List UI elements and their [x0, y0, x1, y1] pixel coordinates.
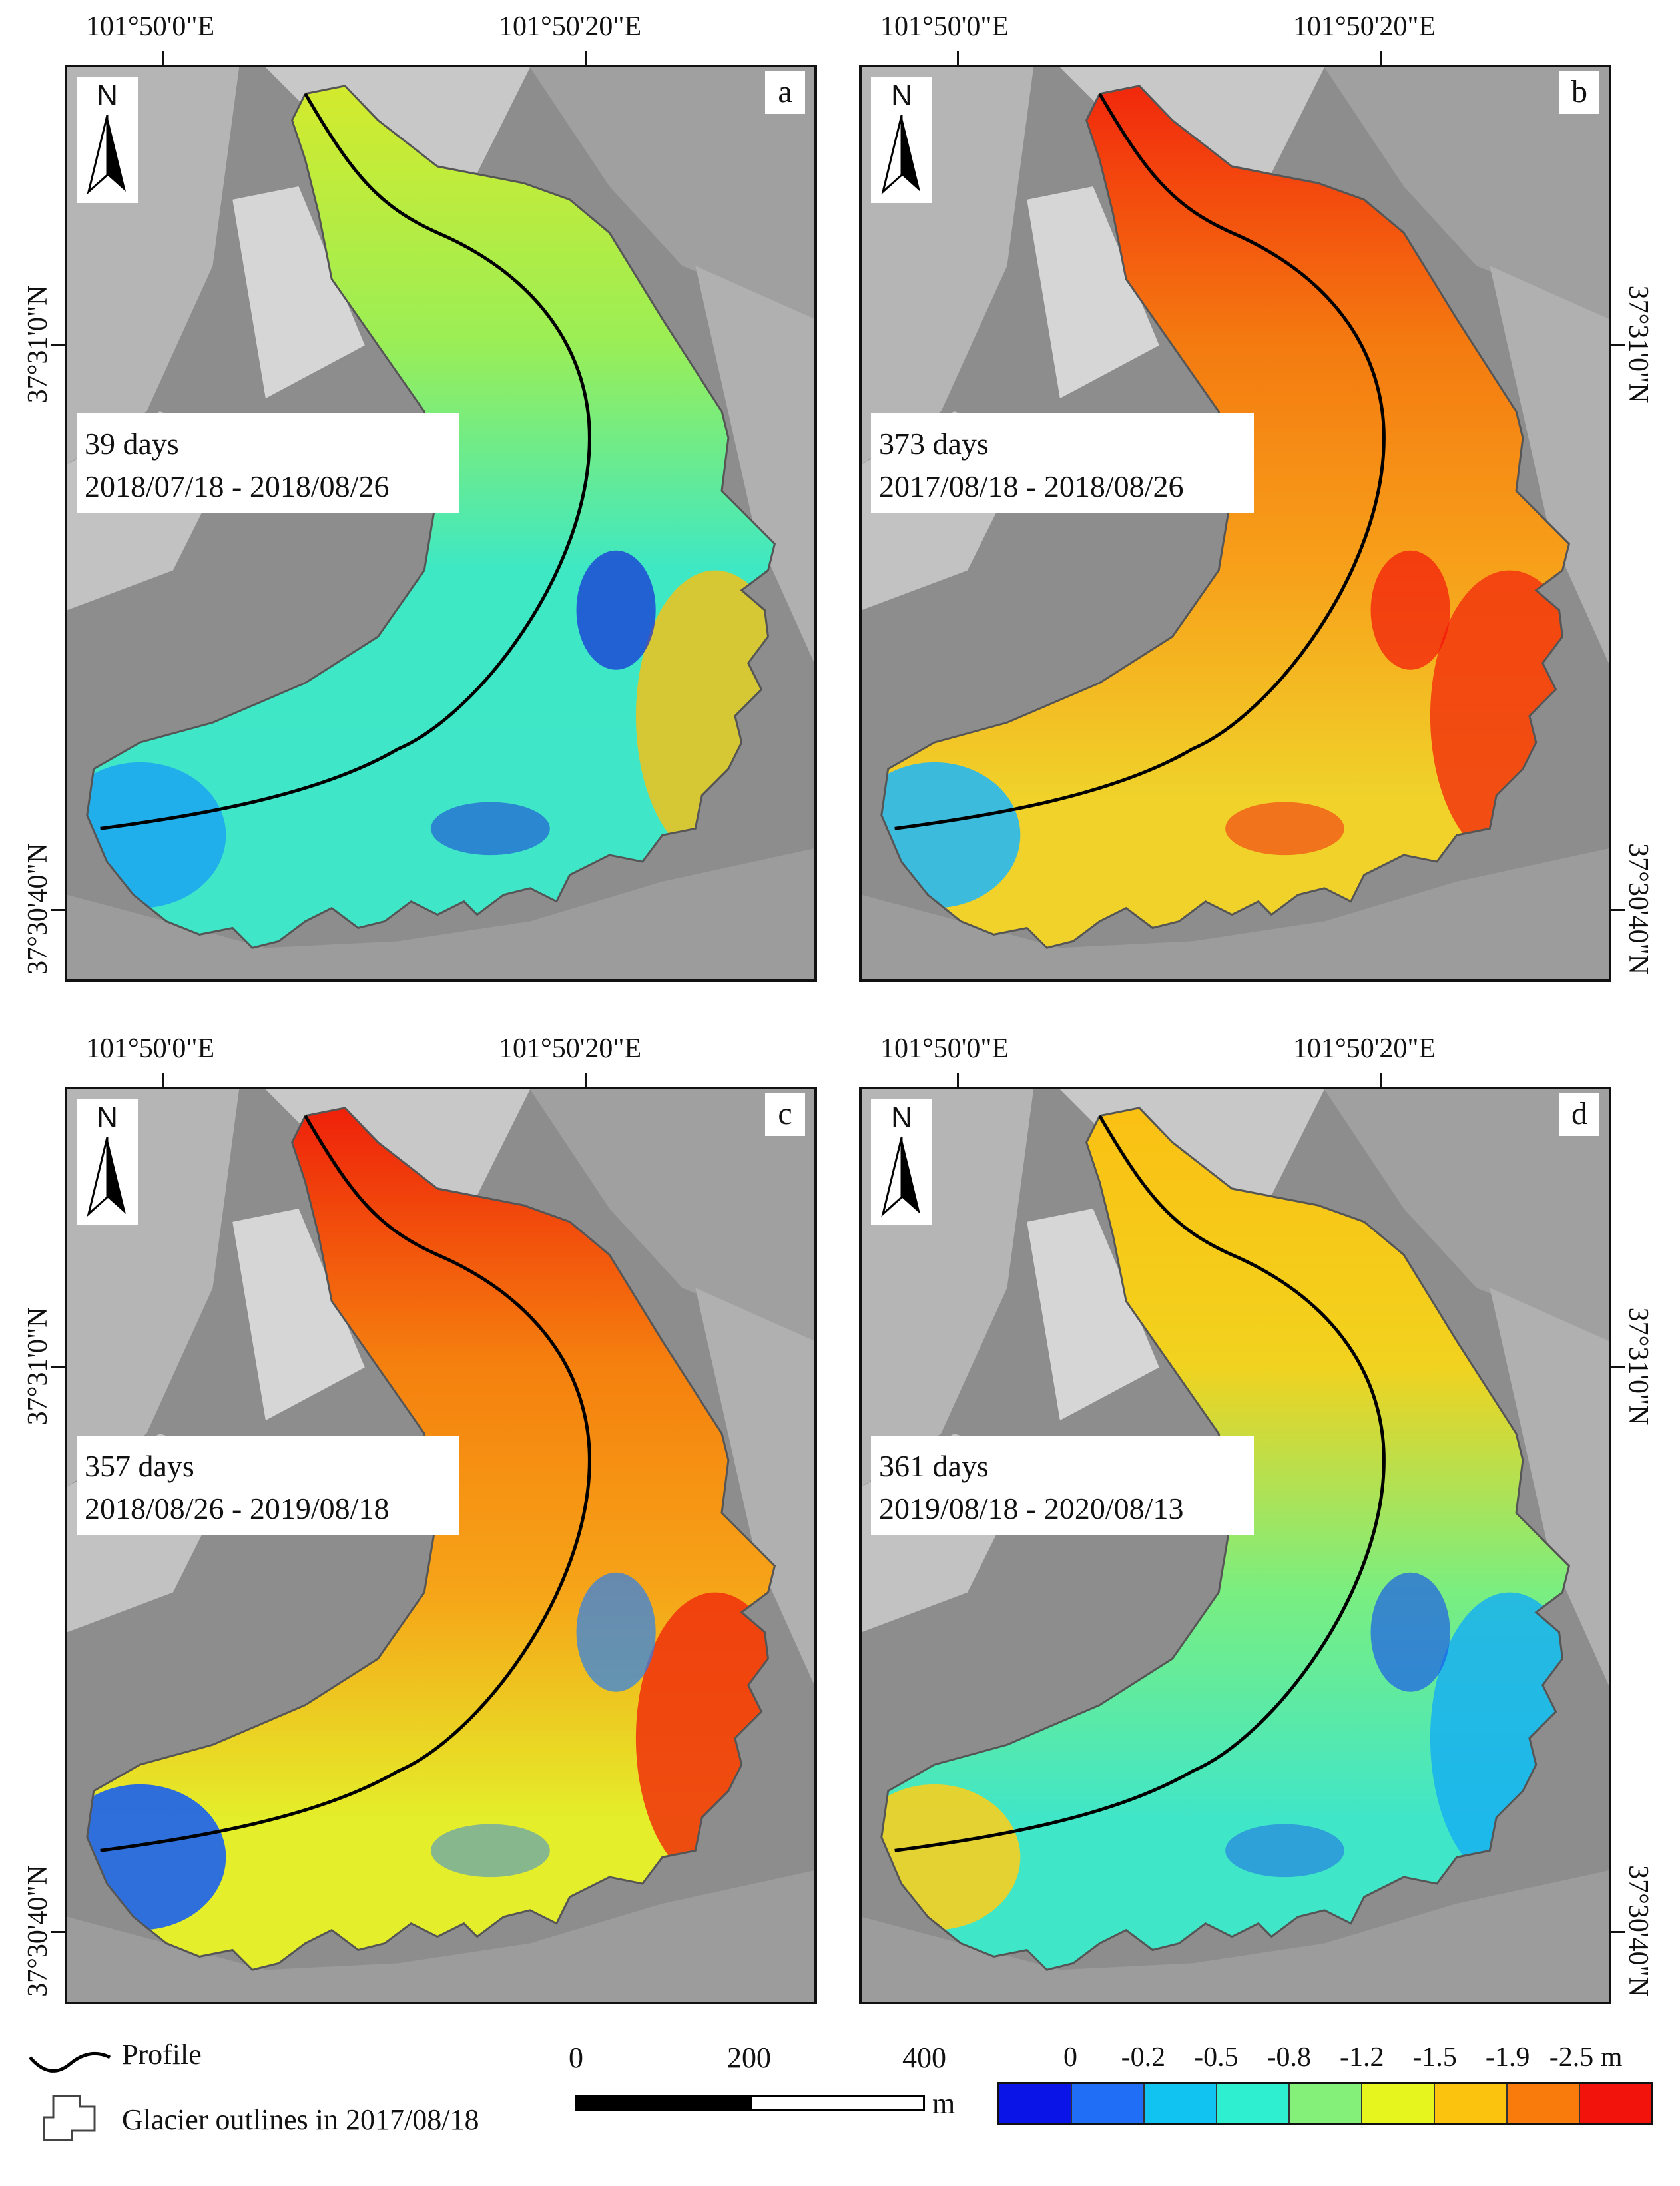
- panel-letter: a: [765, 71, 805, 114]
- lat-tick-label: 37°30'40"N: [1623, 843, 1653, 975]
- lon-tick-mark: [162, 1073, 164, 1087]
- glacier-map: [862, 1089, 1609, 2002]
- panel-letter: d: [1559, 1093, 1599, 1136]
- colorbar-tick-label: -0.2: [1121, 2042, 1166, 2073]
- lat-tick-label: 37°31'0"N: [1623, 285, 1653, 404]
- colorbar-swatch: [1580, 2084, 1651, 2123]
- colorbar-tick-label: -2.5 m: [1549, 2042, 1623, 2073]
- lon-tick-mark: [1380, 1073, 1382, 1087]
- scale-unit: m: [932, 2087, 956, 2120]
- panel-letter: c: [765, 1093, 805, 1136]
- panel-letter: b: [1559, 71, 1599, 114]
- colorbar-swatch: [1290, 2084, 1362, 2123]
- lon-tick-label: 101°50'0"E: [86, 11, 215, 42]
- glacier-map: [862, 67, 1609, 979]
- glacier-map: [67, 67, 814, 979]
- colorbar-tick-label: -0.8: [1266, 2042, 1312, 2073]
- period-dates: 2017/08/18 - 2018/08/26: [879, 469, 1184, 503]
- north-arrow-icon: [87, 1137, 126, 1217]
- period-info: 373 days 2017/08/18 - 2018/08/26: [871, 413, 1254, 513]
- colorbar-swatch: [1217, 2084, 1290, 2123]
- colorbar-swatch: [1145, 2084, 1217, 2123]
- lon-tick-mark: [957, 1073, 959, 1087]
- period-info: 357 days 2018/08/26 - 2019/08/18: [77, 1436, 459, 1535]
- legend-profile-label: Profile: [122, 2038, 202, 2071]
- period-dates: 2018/07/18 - 2018/08/26: [85, 469, 390, 503]
- scale-label-400: 400: [902, 2042, 946, 2074]
- colorbar-tick-label: -1.9: [1485, 2042, 1530, 2073]
- lon-tick-mark: [585, 1073, 587, 1087]
- colorbar-tick-label: 0: [1063, 2042, 1077, 2073]
- period-days: 39 days: [85, 427, 179, 461]
- scale-bar-white: [750, 2095, 925, 2111]
- lat-tick-label: 37°30'40"N: [23, 1865, 53, 1997]
- lat-tick-label: 37°31'0"N: [23, 1307, 53, 1426]
- glacier-map: [67, 1089, 814, 2002]
- lat-tick-mark: [51, 1931, 65, 1933]
- colorbar-swatch: [1435, 2084, 1508, 2123]
- north-arrow: N: [77, 77, 138, 203]
- lat-tick-label: 37°31'0"N: [1623, 1307, 1653, 1426]
- lat-tick-mark: [51, 1366, 65, 1368]
- lon-tick-mark: [1380, 51, 1382, 65]
- north-arrow-icon: [881, 115, 920, 195]
- lat-tick-mark: [51, 909, 65, 911]
- scale-bar-black: [575, 2095, 750, 2111]
- north-label: N: [97, 79, 118, 112]
- colorbar-swatch: [1362, 2084, 1435, 2123]
- north-arrow: N: [871, 77, 932, 203]
- period-days: 361 days: [879, 1449, 989, 1483]
- colorbar-swatch: [1508, 2084, 1580, 2123]
- colorbar-tick-label: -0.5: [1194, 2042, 1239, 2073]
- period-dates: 2018/08/26 - 2019/08/18: [85, 1492, 390, 1525]
- north-label: N: [891, 79, 912, 112]
- period-info: 361 days 2019/08/18 - 2020/08/13: [871, 1436, 1254, 1535]
- north-label: N: [891, 1101, 912, 1134]
- lat-tick-label: 37°30'40"N: [1623, 1865, 1653, 1997]
- lon-tick-label: 101°50'0"E: [86, 1033, 215, 1064]
- lon-tick-label: 101°50'0"E: [880, 11, 1009, 42]
- lon-tick-label: 101°50'20"E: [499, 11, 642, 42]
- lat-tick-mark: [51, 344, 65, 346]
- north-arrow-icon: [881, 1137, 920, 1217]
- colorbar: [997, 2082, 1653, 2125]
- lat-tick-label: 37°31'0"N: [23, 285, 53, 404]
- glacier-outline-icon: [43, 2095, 96, 2141]
- lat-tick-label: 37°30'40"N: [23, 843, 53, 975]
- period-days: 357 days: [85, 1449, 194, 1483]
- colorbar-swatch: [999, 2084, 1072, 2123]
- north-arrow: N: [77, 1099, 138, 1225]
- north-label: N: [97, 1101, 118, 1134]
- lon-tick-label: 101°50'20"E: [1293, 11, 1436, 42]
- period-dates: 2019/08/18 - 2020/08/13: [879, 1492, 1184, 1525]
- lat-tick-mark: [1611, 344, 1625, 346]
- lon-tick-label: 101°50'20"E: [499, 1033, 642, 1064]
- legend-outline-label: Glacier outlines in 2017/08/18: [122, 2103, 479, 2136]
- colorbar-tick-label: -1.2: [1339, 2042, 1384, 2073]
- lon-tick-label: 101°50'20"E: [1293, 1033, 1436, 1064]
- profile-line-icon: [29, 2051, 111, 2073]
- scale-label-200: 200: [727, 2042, 771, 2074]
- lon-tick-label: 101°50'0"E: [880, 1033, 1009, 1064]
- north-arrow: N: [871, 1099, 932, 1225]
- lat-tick-mark: [1611, 1931, 1625, 1933]
- lat-tick-mark: [1611, 1366, 1625, 1368]
- lat-tick-mark: [1611, 909, 1625, 911]
- north-arrow-icon: [87, 115, 126, 195]
- colorbar-swatch: [1072, 2084, 1145, 2123]
- colorbar-tick-label: -1.5: [1412, 2042, 1457, 2073]
- lon-tick-mark: [585, 51, 587, 65]
- lon-tick-mark: [957, 51, 959, 65]
- period-info: 39 days 2018/07/18 - 2018/08/26: [77, 413, 459, 513]
- lon-tick-mark: [162, 51, 164, 65]
- scale-label-0: 0: [569, 2042, 583, 2074]
- period-days: 373 days: [879, 427, 989, 461]
